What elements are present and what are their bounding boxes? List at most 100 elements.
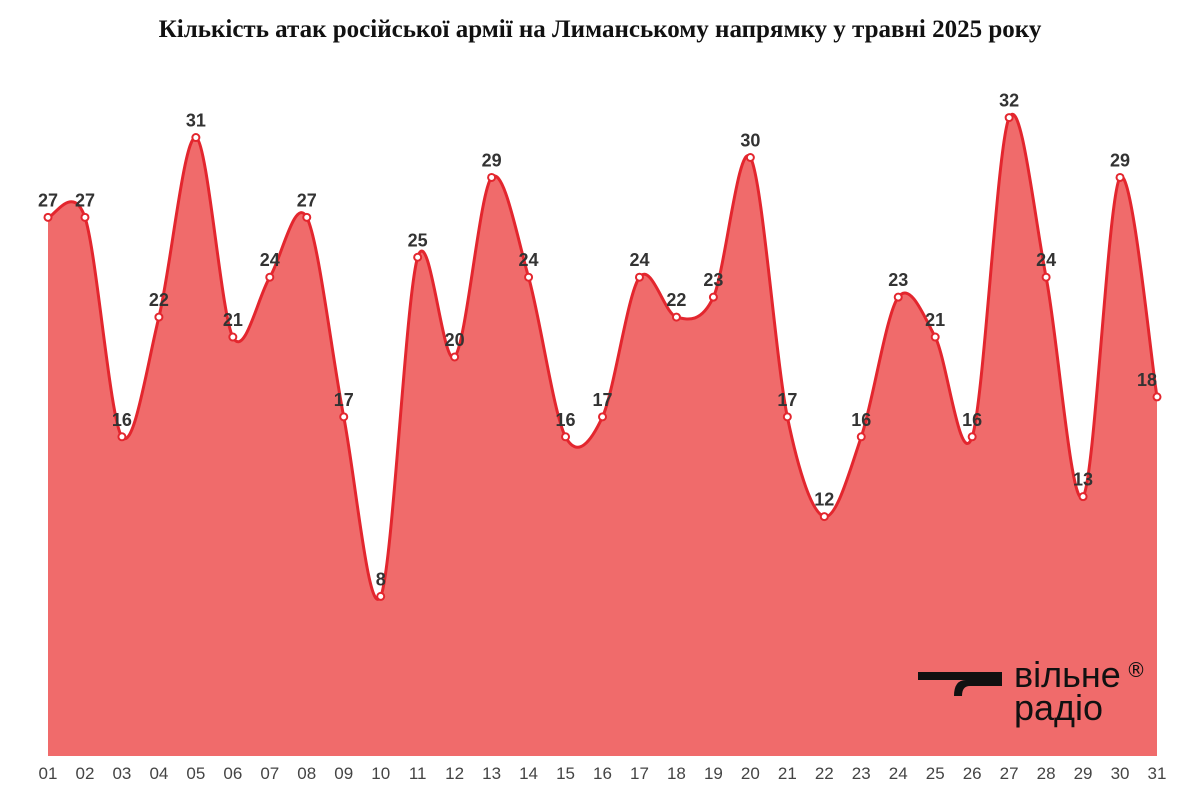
data-label-06: 21 [223, 310, 243, 330]
data-label-21: 17 [777, 390, 797, 410]
data-label-23: 16 [851, 410, 871, 430]
x-tick-30: 30 [1111, 764, 1130, 783]
data-point-24 [893, 292, 903, 302]
data-point-19 [708, 292, 718, 302]
chart-title: Кількість атак російської армії на Лиман… [158, 16, 1042, 43]
data-point-06 [228, 332, 238, 342]
x-tick-20: 20 [741, 764, 760, 783]
data-label-18: 22 [666, 290, 686, 310]
data-label-05: 31 [186, 111, 206, 131]
data-label-14: 24 [519, 250, 539, 270]
data-label-31: 18 [1137, 370, 1157, 390]
data-labels: 27 27 16 22 31 21 24 27 17 8 25 20 29 24 16 17 24 22 23 30 1… [38, 91, 1157, 590]
brand-logo: вільне радіо ® [918, 654, 1158, 738]
data-point-02 [80, 212, 90, 222]
data-label-03: 16 [112, 410, 132, 430]
data-label-10: 8 [376, 569, 386, 589]
data-point-10 [376, 591, 386, 601]
x-tick-22: 22 [815, 764, 834, 783]
x-tick-13: 13 [482, 764, 501, 783]
data-point-01 [43, 212, 53, 222]
data-label-07: 24 [260, 250, 280, 270]
x-tick-05: 05 [186, 764, 205, 783]
data-point-28 [1041, 272, 1051, 282]
data-point-11 [413, 252, 423, 262]
data-label-01: 27 [38, 190, 58, 210]
data-label-15: 16 [556, 410, 576, 430]
data-point-16 [598, 412, 607, 422]
x-tick-24: 24 [889, 764, 908, 783]
x-tick-18: 18 [667, 764, 686, 783]
data-label-28: 24 [1036, 250, 1056, 270]
data-label-08: 27 [297, 190, 317, 210]
x-tick-15: 15 [556, 764, 575, 783]
data-label-22: 12 [814, 490, 834, 510]
x-tick-08: 08 [297, 764, 316, 783]
data-label-29: 13 [1073, 470, 1093, 490]
data-label-27: 32 [999, 91, 1019, 111]
data-label-09: 17 [334, 390, 354, 410]
data-point-04 [154, 312, 164, 322]
x-tick-12: 12 [445, 764, 464, 783]
data-label-17: 24 [629, 250, 649, 270]
data-point-05 [191, 133, 201, 143]
data-point-27 [1004, 113, 1014, 123]
x-tick-09: 09 [334, 764, 353, 783]
data-point-03 [117, 432, 127, 442]
brand-wordmark: вільне радіо [1014, 654, 1121, 728]
x-tick-06: 06 [223, 764, 242, 783]
data-label-20: 30 [740, 131, 760, 151]
data-label-24: 23 [888, 270, 908, 290]
data-label-25: 21 [925, 310, 945, 330]
x-tick-25: 25 [926, 764, 945, 783]
x-tick-26: 26 [963, 764, 982, 783]
area-fill [48, 114, 1157, 756]
data-point-26 [967, 432, 977, 442]
data-point-15 [561, 432, 571, 442]
x-axis-ticks: 01 02 03 04 05 06 07 08 09 10 11 12 13 14 15 16 17 18 19 20… [39, 764, 1167, 783]
data-label-30: 29 [1110, 150, 1130, 170]
data-point-17 [634, 272, 644, 282]
x-tick-27: 27 [1000, 764, 1019, 783]
x-tick-21: 21 [778, 764, 797, 783]
brand-line-1: вільне [1014, 654, 1121, 695]
data-point-13 [487, 172, 497, 182]
data-point-09 [339, 412, 349, 422]
data-label-26: 16 [962, 410, 982, 430]
x-tick-03: 03 [112, 764, 131, 783]
x-tick-17: 17 [630, 764, 649, 783]
data-label-13: 29 [482, 150, 502, 170]
x-tick-16: 16 [593, 764, 612, 783]
x-tick-19: 19 [704, 764, 723, 783]
data-label-12: 20 [445, 330, 465, 350]
data-label-11: 25 [408, 230, 428, 250]
x-tick-07: 07 [260, 764, 279, 783]
data-label-19: 23 [703, 270, 723, 290]
data-point-20 [745, 153, 755, 162]
x-tick-28: 28 [1037, 764, 1056, 783]
data-point-08 [302, 212, 312, 222]
data-point-12 [450, 352, 460, 362]
data-point-31 [1152, 392, 1162, 402]
x-tick-04: 04 [149, 764, 168, 783]
data-label-04: 22 [149, 290, 169, 310]
data-point-25 [930, 332, 940, 342]
x-tick-10: 10 [371, 764, 390, 783]
data-point-14 [524, 272, 534, 282]
brand-line-2: радіо [1014, 687, 1104, 728]
x-tick-01: 01 [39, 764, 58, 783]
x-tick-11: 11 [409, 764, 427, 783]
x-tick-14: 14 [519, 764, 538, 783]
data-point-23 [856, 432, 866, 442]
data-point-30 [1115, 172, 1125, 182]
data-point-22 [819, 512, 829, 522]
data-point-07 [265, 272, 275, 282]
registered-mark: ® [1126, 658, 1146, 682]
data-markers [43, 113, 1162, 601]
data-point-29 [1078, 492, 1088, 502]
x-tick-02: 02 [76, 764, 95, 783]
x-tick-31: 31 [1148, 764, 1167, 783]
data-point-18 [671, 312, 681, 322]
data-label-02: 27 [75, 190, 95, 210]
